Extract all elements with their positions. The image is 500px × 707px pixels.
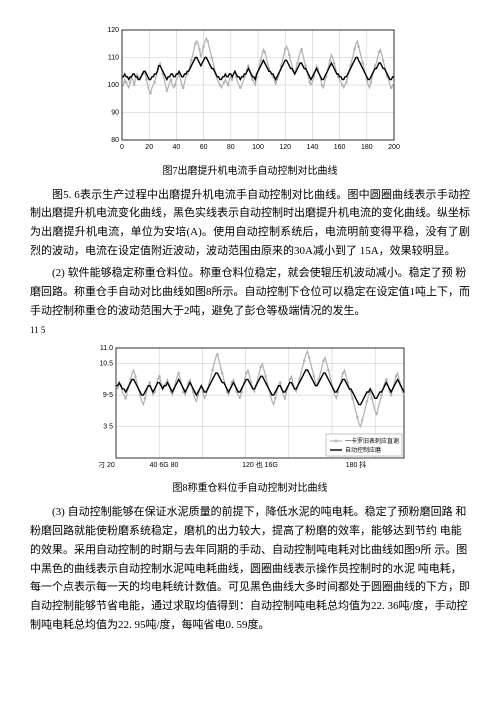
svg-text:40 6G 80: 40 6G 80 — [150, 462, 179, 469]
section-3: (3) 自动控制能够在保证水泥质量的前提下，降低水泥的吨电耗。稳定了预粉磨回路 … — [30, 503, 470, 634]
svg-text:9-5: 9-5 — [103, 392, 113, 399]
svg-text:80: 80 — [227, 144, 235, 151]
svg-text:160: 160 — [334, 144, 346, 151]
svg-text:一卡罗旧表刺应直谢: 一卡罗旧表刺应直谢 — [345, 437, 399, 445]
chart8-caption: 图8称重仓料位手自动控制对比曲线 — [30, 480, 470, 497]
svg-text:120 也 16G: 120 也 16G — [242, 460, 278, 469]
svg-text:110: 110 — [108, 55, 119, 62]
svg-text:刁 20: 刁 20 — [98, 461, 115, 469]
chart8-svg: 3 5 9-5 10.5 11.0 40 6G 80 120 也 16G 180 抖 刁 20… — [90, 342, 410, 472]
chart7-svg: 80 90 100 110 120 0 20 40 60 80 100 120 140 160 180 200 — [100, 24, 400, 154]
svg-text:180: 180 — [361, 144, 373, 151]
svg-text:11.0: 11.0 — [100, 345, 113, 352]
svg-text:120: 120 — [107, 27, 119, 34]
svg-text:自动控制应磨: 自动控制应磨 — [345, 446, 381, 454]
svg-text:100: 100 — [252, 144, 264, 151]
svg-text:140: 140 — [307, 144, 319, 151]
chart8-container: 3 5 9-5 10.5 11.0 40 6G 80 120 也 16G 180 抖 刁 20… — [30, 342, 470, 479]
svg-text:20: 20 — [145, 144, 153, 151]
chart7-container: 80 90 100 110 120 0 20 40 60 80 100 120 140 160 180 200 — [30, 24, 470, 161]
svg-text:60: 60 — [200, 144, 208, 151]
svg-text:120: 120 — [279, 144, 291, 151]
svg-text:0: 0 — [120, 144, 124, 151]
svg-text:180 抖: 180 抖 — [346, 460, 367, 469]
svg-text:80: 80 — [111, 137, 119, 144]
paragraph-1: 图5. 6表示生产过程中出磨提升机电流手自动控制对比曲线。图中圆圈曲线表示手动控… — [30, 186, 470, 261]
section-2: (2) 软件能够稳定称重仓料位。称重仓料位稳定，就会使辊压机波动减小。稳定了预 … — [30, 264, 470, 320]
svg-text:100: 100 — [107, 82, 119, 89]
svg-text:3 5: 3 5 — [103, 423, 113, 430]
svg-text:10.5: 10.5 — [99, 361, 113, 368]
svg-text:200: 200 — [388, 144, 400, 151]
svg-text:40: 40 — [173, 144, 181, 151]
chart7-caption: 图7出磨提升机电流手自动控制对比曲线 — [30, 163, 470, 180]
svg-text:90: 90 — [111, 110, 119, 117]
note-115: 11 5 — [30, 323, 470, 338]
